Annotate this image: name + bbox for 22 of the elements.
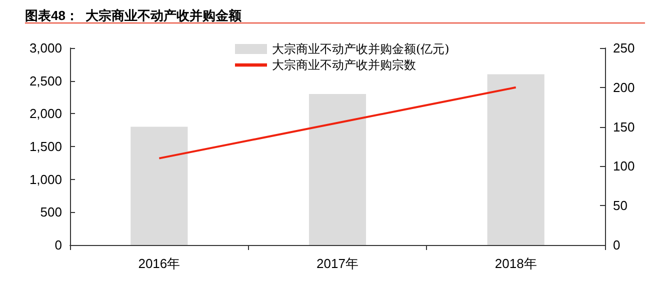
legend-label: 大宗商业不动产收并购金额(亿元)	[272, 42, 450, 56]
y-tick-label: 500	[40, 204, 62, 220]
y-tick-label: 0	[54, 238, 62, 252]
y-tick-label: 1,500	[29, 139, 62, 154]
y2-tick-label: 200	[613, 80, 635, 95]
y2-tick-label: 100	[613, 158, 635, 174]
y-tick-label: 3,000	[29, 40, 62, 56]
bar	[487, 74, 544, 245]
x-tick-label: 2018年	[494, 256, 537, 271]
y2-tick-label: 0	[613, 238, 620, 252]
bar	[308, 94, 366, 245]
y2-tick-label: 250	[613, 40, 635, 56]
x-tick-label: 2017年	[316, 256, 358, 271]
bar	[130, 126, 188, 245]
chart-title: 图表48： 大宗商业不动产收并购金额	[25, 8, 243, 23]
y-tick-label: 2,000	[29, 106, 62, 122]
y-tick-label: 2,500	[29, 73, 62, 88]
y-tick-label: 1,000	[29, 172, 62, 187]
legend-label: 大宗商业不动产收并购宗数	[272, 58, 416, 72]
x-tick-label: 2016年	[138, 256, 180, 271]
y2-tick-label: 150	[613, 119, 635, 134]
y2-tick-label: 50	[613, 198, 628, 214]
